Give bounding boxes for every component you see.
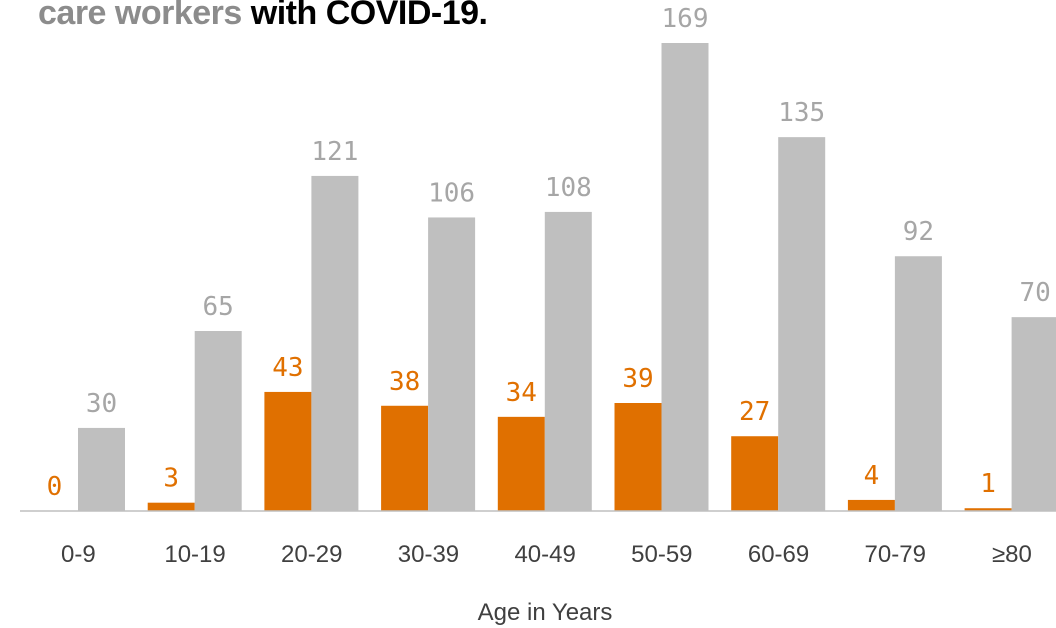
x-tick-label-30-39: 30-39 [398, 541, 459, 568]
x-tick-label-70-79: 70-79 [865, 541, 926, 568]
value-label-series2-70-79: 92 [903, 217, 934, 247]
value-label-series2-40-49: 108 [545, 173, 592, 203]
bars-group [78, 43, 1056, 511]
bar-series1-60-69 [731, 436, 779, 511]
value-labels-group: 0 30 3 65 43 121 38 106 34 108 39 169 27 135 4 92 1 70 [47, 4, 1051, 502]
x-tick-label-0-9: 0-9 [61, 541, 96, 568]
bar-series2-10-19 [194, 331, 242, 511]
title-part-black: with COVID-19. [250, 0, 488, 32]
value-label-series2-≥80: 70 [1019, 278, 1050, 308]
bar-series1-50-59 [614, 403, 662, 511]
bar-series2-0-9 [78, 427, 125, 511]
bar-series2-30-39 [428, 217, 476, 511]
bar-series1-≥80 [964, 508, 1012, 511]
x-tick-label-60-69: 60-69 [748, 541, 809, 568]
value-label-series2-50-59: 169 [662, 4, 709, 34]
value-label-series1-20-29: 43 [272, 353, 303, 383]
bar-series2-50-59 [661, 43, 709, 511]
title-part-grey: care workers [38, 0, 242, 32]
value-label-series2-10-19: 65 [203, 292, 234, 322]
tick-labels-group: 0-9 10-19 20-29 30-39 40-49 50-59 60-69 70-79 ≥8… [61, 541, 1032, 568]
value-label-series1-70-79: 4 [864, 461, 880, 491]
bar-series2-70-79 [894, 256, 942, 511]
x-tick-label-20-29: 20-29 [281, 541, 342, 568]
x-tick-label-40-49: 40-49 [514, 541, 575, 568]
bar-series1-40-49 [497, 416, 545, 511]
bar-series2-40-49 [544, 211, 592, 511]
bar-series1-30-39 [381, 405, 429, 511]
value-label-series1-60-69: 27 [739, 397, 770, 427]
x-tick-label-≥80: ≥80 [992, 541, 1032, 568]
bar-series2-≥80 [1011, 317, 1056, 511]
value-label-series2-20-29: 121 [311, 137, 358, 167]
value-label-series1-30-39: 38 [389, 367, 420, 397]
value-label-series1-40-49: 34 [506, 378, 537, 408]
x-tick-label-50-59: 50-59 [631, 541, 692, 568]
bar-series2-20-29 [311, 175, 359, 511]
bar-series2-60-69 [778, 137, 826, 511]
bar-series1-70-79 [847, 499, 895, 511]
chart-title: care workers with COVID-19. [38, 0, 488, 38]
value-label-series1-10-19: 3 [163, 464, 179, 494]
value-label-series2-30-39: 106 [428, 178, 475, 208]
bar-series1-20-29 [264, 391, 312, 511]
value-label-series1-50-59: 39 [622, 364, 653, 394]
value-label-series2-0-9: 30 [86, 389, 117, 419]
value-label-series2-60-69: 135 [778, 98, 825, 128]
x-axis-title: Age in Years [478, 599, 613, 626]
value-label-series1-≥80: 1 [980, 469, 996, 499]
bar-series1-10-19 [147, 502, 195, 511]
value-label-series1-0-9: 0 [47, 472, 63, 502]
x-tick-label-10-19: 10-19 [164, 541, 225, 568]
